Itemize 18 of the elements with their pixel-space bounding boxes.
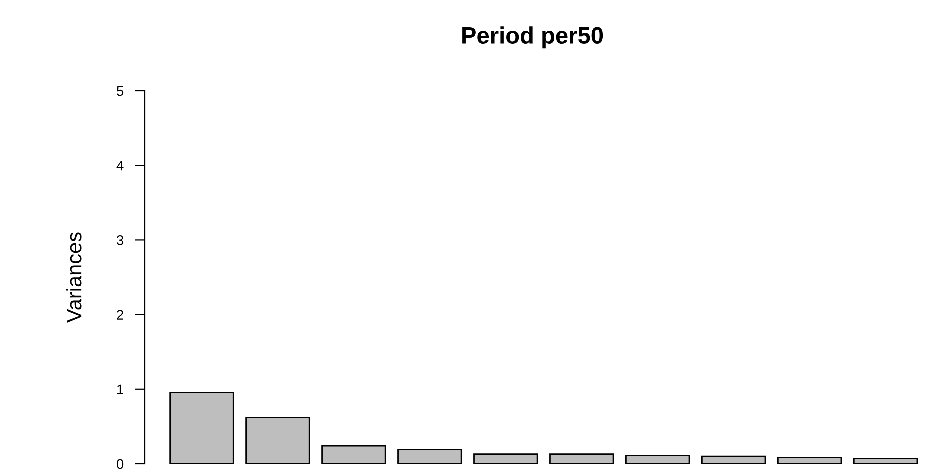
y-tick-label: 5 (117, 86, 124, 96)
bar (474, 454, 538, 464)
bar (322, 445, 386, 464)
bar (701, 456, 766, 464)
y-tick-label: 4 (116, 161, 124, 171)
y-tick-label: 0 (116, 459, 124, 470)
bar (626, 455, 690, 464)
chart-title: Period per50 (462, 26, 604, 49)
bar (777, 456, 842, 464)
bar (853, 458, 918, 464)
y-tick-label: 2 (117, 310, 124, 320)
y-tick-label: 3 (116, 236, 124, 246)
bar (246, 417, 310, 464)
bar (550, 454, 614, 464)
y-axis-title: Variances (66, 232, 82, 323)
bar (398, 449, 462, 464)
bar (170, 392, 234, 464)
y-tick-label: 1 (118, 384, 124, 394)
